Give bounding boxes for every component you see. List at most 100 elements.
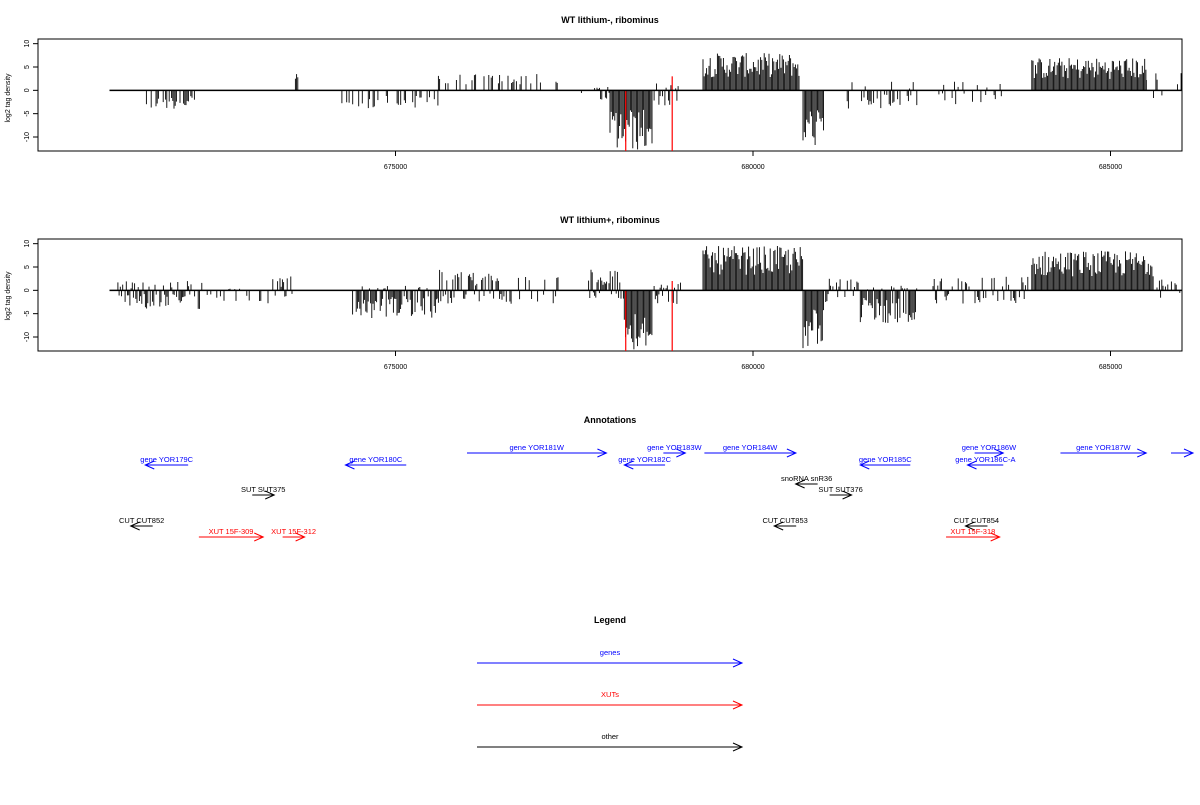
feature-gene: gene YOR179C [140,455,194,470]
x-tick-label: 675000 [384,364,407,371]
y-tick-label: -10 [24,332,31,342]
feature-xut: XUT 15F-309 [198,527,265,542]
feature-gene: gene YOR187W [1060,443,1148,458]
feature-other: snoRNA snR36 [781,474,832,489]
legend: Legend genes XUTs other [477,615,744,752]
feature-other: CUT CUT852 [119,516,164,531]
feature-arrow-head [859,460,870,470]
feature-arrow-head [129,521,140,531]
x-tick-label: 685000 [1099,164,1122,171]
feature-label: XUT 15F-312 [271,527,316,536]
legend-arrow-head [732,700,744,710]
legend-arrow-head [732,658,744,668]
feature-gene: gene YOR183W [647,443,703,458]
feature-label: snoRNA snR36 [781,474,832,483]
feature-arrow-head [597,448,608,458]
y-tick-label: 5 [24,265,31,269]
legend-title: Legend [594,615,626,625]
feature-label: CUT CUT853 [763,516,808,525]
feature-arrow-head [676,448,687,458]
chart-title: WT lithium+, ribominus [560,215,660,225]
feature-arrow-head [254,532,265,542]
red-spikes [625,281,673,351]
feature-label: gene YOR187W [1076,443,1131,452]
y-tick-label: 0 [24,288,31,292]
feature-gene: gene YOR186W [962,443,1017,458]
feature-gene: gene YOR184W [704,443,798,458]
feature-arrow-head [964,521,975,531]
axes: -10 -5 0 5 10 675000 680000 685000 [24,40,1122,171]
feature-label: XUT 15F-318 [950,527,995,536]
feature-arrow-head [786,448,798,458]
legend-arrow-head [732,742,744,752]
feature-label: XUT 15F-309 [209,527,254,536]
y-tick-label: -5 [24,110,31,116]
legend-items: genes XUTs other [477,648,744,752]
y-tick-label: 5 [24,65,31,69]
red-spikes [625,76,673,151]
legend-label: genes [600,648,621,657]
feature-other: CUT CUT854 [954,516,999,531]
feature-other: SUT SUT376 [818,485,863,500]
plot-frame [37,238,1183,352]
feature-label: gene YOR179C [140,455,193,464]
x-tick-label: 675000 [384,164,407,171]
feature-label: gene YOR186C-A [955,455,1015,464]
feature-label: gene YOR185C [859,455,912,464]
feature-arrow-head [994,448,1005,458]
feature-xut: XUT 15F-318 [946,527,1001,542]
feature-arrow-head [1183,448,1195,458]
bar-series [145,53,1182,150]
x-tick-label: 680000 [741,164,764,171]
feature-label: CUT CUT854 [954,516,999,525]
y-tick-label: -5 [24,310,31,316]
feature-arrow-head [265,490,276,500]
feature-label: SUT SUT376 [818,485,862,494]
feature-gene: gene YOR181W [467,443,608,458]
feature-other: CUT CUT853 [763,516,808,531]
feature-gene [1171,448,1195,458]
annotations-panel: Annotations gene YOR179C gene YOR180Cgene… [119,415,1195,542]
feature-arrow-head [144,460,155,470]
axes: -10 -5 0 5 10 675000 680000 685000 [24,240,1122,371]
track-panel-lithium-plus: WT lithium+, ribominus log2 tag density … [5,215,1183,371]
feature-arrow-head [966,460,977,470]
feature-arrow-head [772,521,784,531]
chart-title: WT lithium-, ribominus [561,15,659,25]
legend-label: XUTs [601,690,619,699]
feature-label: gene YOR183W [647,443,702,452]
feature-arrow-head [623,460,634,470]
feature-arrow-head [1137,448,1148,458]
feature-arrow-head [842,490,853,500]
feature-list: gene YOR179C gene YOR180C gene YOR181W gene… [119,443,1195,542]
plot-frame [37,38,1183,152]
y-tick-label: -10 [24,132,31,142]
legend-item-gene: genes [477,648,744,668]
y-tick-label: 0 [24,88,31,92]
feature-xut: XUT 15F-312 [271,527,316,542]
feature-label: gene YOR186W [962,443,1017,452]
feature-gene: gene YOR182C [618,455,672,470]
feature-label: gene YOR184W [723,443,778,452]
feature-arrow-head [295,532,306,542]
feature-gene: gene YOR180C [344,455,407,470]
x-tick-label: 685000 [1099,364,1122,371]
feature-label: gene YOR182C [618,455,671,464]
feature-arrow-head [794,479,805,489]
y-axis-label: log2 tag density [5,271,12,321]
feature-label: gene YOR180C [349,455,402,464]
track-panel-lithium-minus: WT lithium-, ribominus log2 tag density … [5,15,1183,171]
legend-item-xut: XUTs [477,690,744,710]
bar-series [117,246,1181,350]
feature-other: SUT SUT375 [241,485,285,500]
annotations-title: Annotations [584,415,637,425]
legend-item-other: other [477,732,744,752]
y-tick-label: 10 [24,240,31,248]
feature-gene: gene YOR186C-A [955,455,1016,470]
feature-gene: gene YOR185C [859,455,912,470]
feature-label: CUT CUT852 [119,516,164,525]
feature-label: gene YOR181W [509,443,564,452]
feature-arrow-head [990,532,1001,542]
feature-label: SUT SUT375 [241,485,285,494]
